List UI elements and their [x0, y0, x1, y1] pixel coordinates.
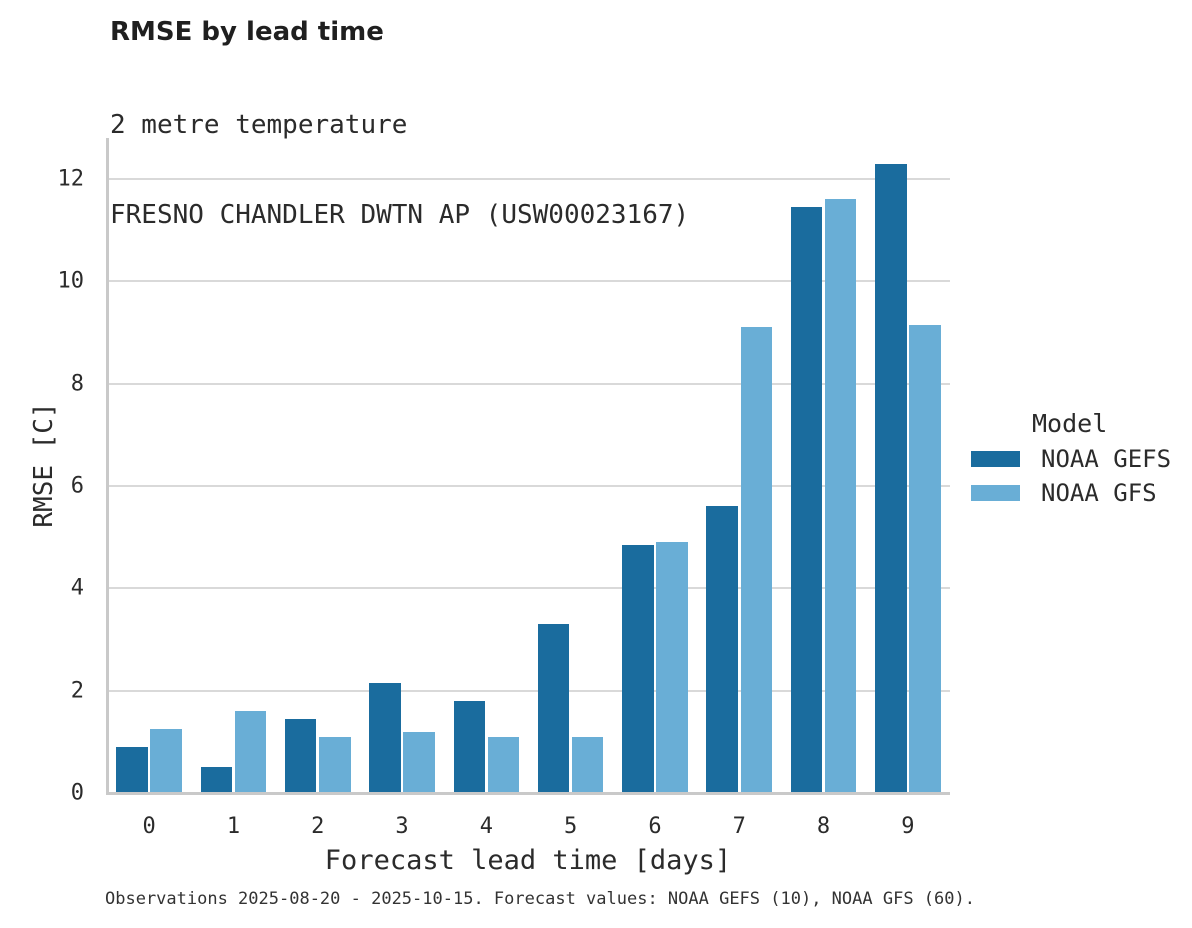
bar-noaa-gefs-day-0 [116, 746, 148, 793]
gridline-y-12 [107, 177, 950, 180]
chart-subtitle: 2 metre temperature FRESNO CHANDLER DWTN… [110, 50, 689, 290]
legend-swatch-icon [971, 451, 1020, 467]
x-tick-label-9: 9 [901, 814, 915, 839]
x-tick-label-1: 1 [226, 814, 241, 839]
x-tick-label-5: 5 [564, 814, 578, 839]
x-tick-label-6: 6 [648, 814, 662, 839]
gridline-y-4 [107, 587, 950, 590]
bar-noaa-gfs-day-0 [150, 729, 182, 793]
bar-noaa-gfs-day-3 [403, 731, 435, 793]
gridline-y-10 [107, 280, 950, 283]
bar-noaa-gefs-day-5 [537, 624, 570, 793]
bar-noaa-gefs-day-4 [453, 700, 486, 793]
x-tick-label-3: 3 [395, 814, 409, 839]
chart-title: RMSE by lead time [110, 17, 384, 47]
gridline-y-6 [107, 484, 950, 487]
y-tick-label-2: 2 [70, 678, 84, 704]
footnote-caption: Observations 2025-08-20 - 2025-10-15. Fo… [105, 889, 975, 909]
bar-noaa-gefs-day-8 [790, 207, 823, 793]
y-tick-label-6: 6 [70, 473, 84, 499]
bar-noaa-gfs-day-8 [824, 199, 857, 793]
x-axis-label: Forecast lead time [days] [324, 845, 732, 876]
bar-noaa-gfs-day-4 [487, 736, 520, 793]
x-tick-label-7: 7 [732, 814, 746, 839]
bar-noaa-gfs-day-2 [319, 736, 351, 793]
legend-item-label: NOAA GFS [1041, 479, 1157, 507]
bar-noaa-gefs-day-9 [875, 163, 907, 793]
bar-noaa-gfs-day-9 [909, 324, 941, 793]
x-tick-label-4: 4 [479, 814, 493, 839]
legend-item-noaa-gfs: NOAA GFS [966, 479, 1192, 507]
bar-noaa-gefs-day-1 [200, 767, 233, 793]
bar-noaa-gfs-day-5 [571, 736, 604, 793]
x-tick-label-0: 0 [142, 814, 156, 839]
legend-items: NOAA GEFS NOAA GFS [966, 445, 1192, 507]
bar-noaa-gefs-day-7 [706, 506, 738, 793]
bar-noaa-gfs-day-7 [740, 327, 773, 793]
legend-title: Model [1032, 409, 1108, 438]
y-axis-spine [106, 138, 109, 795]
bar-noaa-gfs-day-6 [656, 542, 688, 793]
bar-noaa-gefs-day-3 [369, 682, 401, 793]
bar-noaa-gefs-day-6 [622, 544, 654, 793]
legend-item-label: NOAA GEFS [1041, 445, 1172, 473]
subtitle-variable: 2 metre temperature [110, 110, 408, 140]
y-tick-label-4: 4 [70, 575, 84, 601]
x-tick-label-8: 8 [816, 814, 831, 839]
legend-swatch-icon [971, 485, 1020, 501]
gridline-y-8 [107, 382, 950, 385]
y-tick-label-10: 10 [57, 268, 85, 294]
gridline-y-2 [107, 689, 950, 692]
x-axis-spine [106, 792, 950, 795]
subtitle-station: FRESNO CHANDLER DWTN AP (USW00023167) [110, 200, 690, 230]
x-tick-label-2: 2 [311, 814, 325, 839]
y-tick-label-0: 0 [70, 780, 84, 806]
bar-noaa-gefs-day-2 [284, 718, 317, 793]
legend-item-noaa-gefs: NOAA GEFS [966, 445, 1192, 473]
legend: Model NOAA GEFS NOAA GFS [966, 409, 1192, 507]
y-tick-label-12: 12 [57, 166, 85, 192]
y-tick-label-8: 8 [70, 371, 84, 397]
bar-noaa-gfs-day-1 [234, 711, 267, 793]
